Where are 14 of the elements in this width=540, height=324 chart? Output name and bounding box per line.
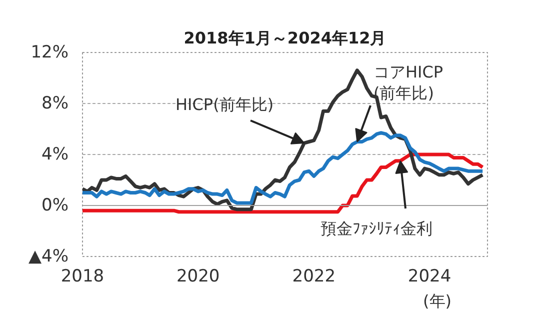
- x-tick-label: 2020: [176, 266, 220, 286]
- y-tick-label: 12%: [30, 42, 69, 62]
- chart-title: 2018年1月～2024年12月: [184, 28, 386, 48]
- y-tick-label: ▲4%: [28, 246, 69, 266]
- x-axis-title: (年): [423, 292, 452, 310]
- line-series: [82, 152, 484, 214]
- y-tick-label: 0%: [42, 196, 69, 216]
- text: HICP(前年比): [176, 95, 274, 114]
- y-tick-label: 8%: [42, 94, 69, 114]
- x-tick-label: 2024: [408, 266, 452, 286]
- y-tick-label: 4%: [42, 144, 69, 164]
- x-tick-label: 2018: [60, 266, 104, 286]
- series-label: 預金ﾌｧｼﾘﾃｨ金利: [320, 219, 432, 238]
- x-tick-label: 2022: [292, 266, 336, 286]
